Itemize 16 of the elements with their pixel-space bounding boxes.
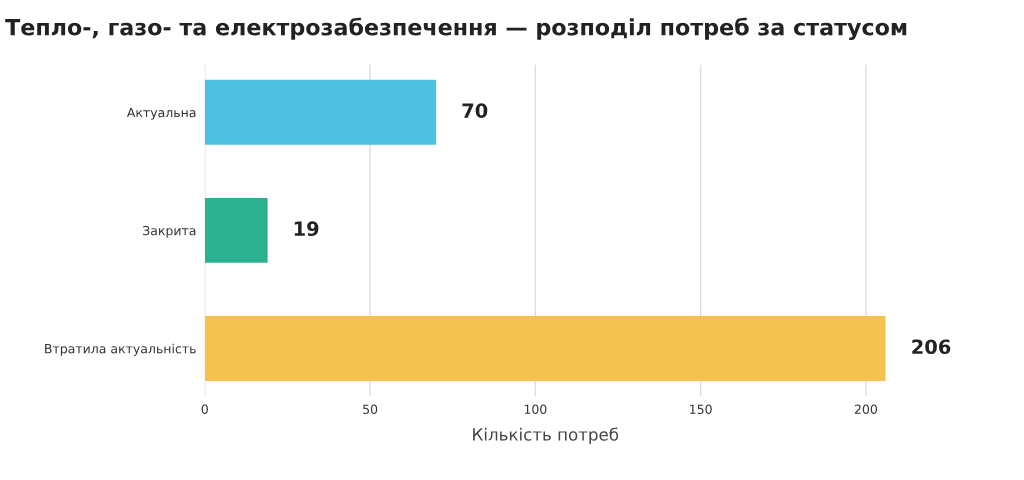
data-label: 206 bbox=[912, 339, 951, 355]
x-axis-title: Кількість потреб bbox=[473, 427, 619, 444]
bar bbox=[204, 197, 268, 263]
bar bbox=[204, 79, 437, 145]
bar bbox=[204, 316, 886, 381]
x-tick-label: 0 bbox=[201, 404, 208, 415]
x-tick-label: 100 bbox=[524, 404, 547, 415]
y-tick-label: Закрита bbox=[143, 225, 196, 238]
x-tick-label: 150 bbox=[690, 404, 712, 415]
y-tick-label: Актуальна bbox=[126, 107, 196, 120]
chart-title: Тепло-, газо- та електрозабезпечення — розподіл потреб за статусом bbox=[5, 17, 907, 40]
x-tick-label: 200 bbox=[854, 404, 878, 415]
y-tick-label: Втратила актуальність bbox=[45, 343, 196, 356]
data-label: 19 bbox=[294, 221, 319, 237]
data-label: 70 bbox=[462, 103, 488, 118]
x-tick-label: 50 bbox=[363, 404, 378, 415]
